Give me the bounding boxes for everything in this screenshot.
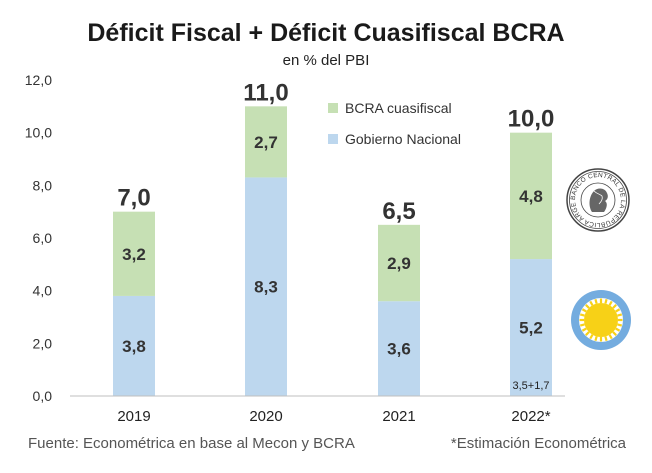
x-tick-label: 2022* <box>511 408 550 425</box>
bar-total-label: 7,0 <box>117 185 150 212</box>
legend-label-bcra: BCRA cuasifiscal <box>345 100 452 116</box>
y-tick-label: 4,0 <box>33 283 53 299</box>
bar-value-label: 2,7 <box>254 133 278 152</box>
bars-group: 3,8 3,2 7,0 8,3 2,7 11,0 3,6 2,9 6,5 5,2 4,8 10,0 3,… <box>113 79 554 396</box>
legend-swatch-gobierno <box>328 134 338 144</box>
bar-value-label: 3,8 <box>122 337 146 356</box>
sun-ray <box>608 334 613 340</box>
legend-label-gobierno: Gobierno Nacional <box>345 131 461 147</box>
sun-ray <box>589 300 594 306</box>
sun-ray <box>612 331 617 336</box>
footer-source: Fuente: Econométrica en base al Mecon y … <box>28 435 355 452</box>
y-tick-label: 0,0 <box>33 388 53 404</box>
bar-bcra <box>378 224 420 302</box>
bar-value-label: 3,2 <box>122 245 146 264</box>
bar-gobierno <box>510 259 552 396</box>
sun-ray <box>604 298 608 304</box>
footer-note: *Estimación Econométrica <box>451 435 627 452</box>
x-tick-label: 2020 <box>249 408 282 425</box>
bar-total-label: 10,0 <box>508 106 555 133</box>
sun-ray <box>585 331 590 336</box>
y-tick-label: 2,0 <box>33 335 53 351</box>
y-tick-label: 12,0 <box>25 72 52 88</box>
sun-ray <box>615 308 621 313</box>
sun-ray <box>594 298 598 304</box>
y-tick-label: 8,0 <box>33 177 53 193</box>
legend: BCRA cuasifiscal Gobierno Nacional <box>328 100 461 147</box>
chart-subtitle: en % del PBI <box>283 52 370 69</box>
bar-value-label: 4,8 <box>519 187 543 206</box>
sun-ray <box>579 323 585 327</box>
bar-gobierno <box>113 295 155 396</box>
sun-ray <box>589 334 594 340</box>
chart-title: Déficit Fiscal + Déficit Cuasifiscal BCR… <box>87 19 564 47</box>
sun-ray <box>617 323 623 327</box>
bcra-seal-logo: BANCO CENTRAL DE LA REPÚBLICA ARGENTINA <box>566 168 630 232</box>
bar-value-label: 3,6 <box>387 340 411 359</box>
sun-ray <box>585 304 590 309</box>
sun-ray <box>581 327 587 332</box>
y-tick-label: 6,0 <box>33 230 53 246</box>
x-tick-label: 2019 <box>117 408 150 425</box>
bar-gobierno <box>378 301 420 396</box>
x-axis: 2019 2020 2021 2022* <box>70 395 565 425</box>
bar-annotation: 3,5+1,7 <box>512 380 549 392</box>
sun-ray <box>615 327 621 332</box>
footer: Fuente: Econométrica en base al Mecon y … <box>28 435 627 452</box>
sun-ray <box>594 336 598 342</box>
bar-bcra <box>510 132 552 260</box>
y-tick-label: 10,0 <box>25 125 52 141</box>
sun-ray <box>608 300 613 306</box>
legend-swatch-bcra <box>328 103 338 113</box>
bar-value-label: 8,3 <box>254 278 278 297</box>
sun-ray <box>604 336 608 342</box>
bar-total-label: 11,0 <box>243 79 288 106</box>
bar-bcra <box>113 211 155 296</box>
bar-total-label: 6,5 <box>382 198 415 225</box>
x-tick-label: 2021 <box>382 408 415 425</box>
bar-gobierno <box>245 177 287 396</box>
y-axis: 0,0 2,0 4,0 6,0 8,0 10,0 12,0 <box>25 72 52 404</box>
sun-ray <box>579 313 585 317</box>
bar-bcra <box>245 106 287 178</box>
bar-value-label: 2,9 <box>387 254 411 273</box>
argentina-sun-icon <box>571 290 631 350</box>
sun-ray <box>612 304 617 309</box>
sun-ray <box>617 313 623 317</box>
sun-ray <box>581 308 587 313</box>
bar-value-label: 5,2 <box>519 319 543 338</box>
